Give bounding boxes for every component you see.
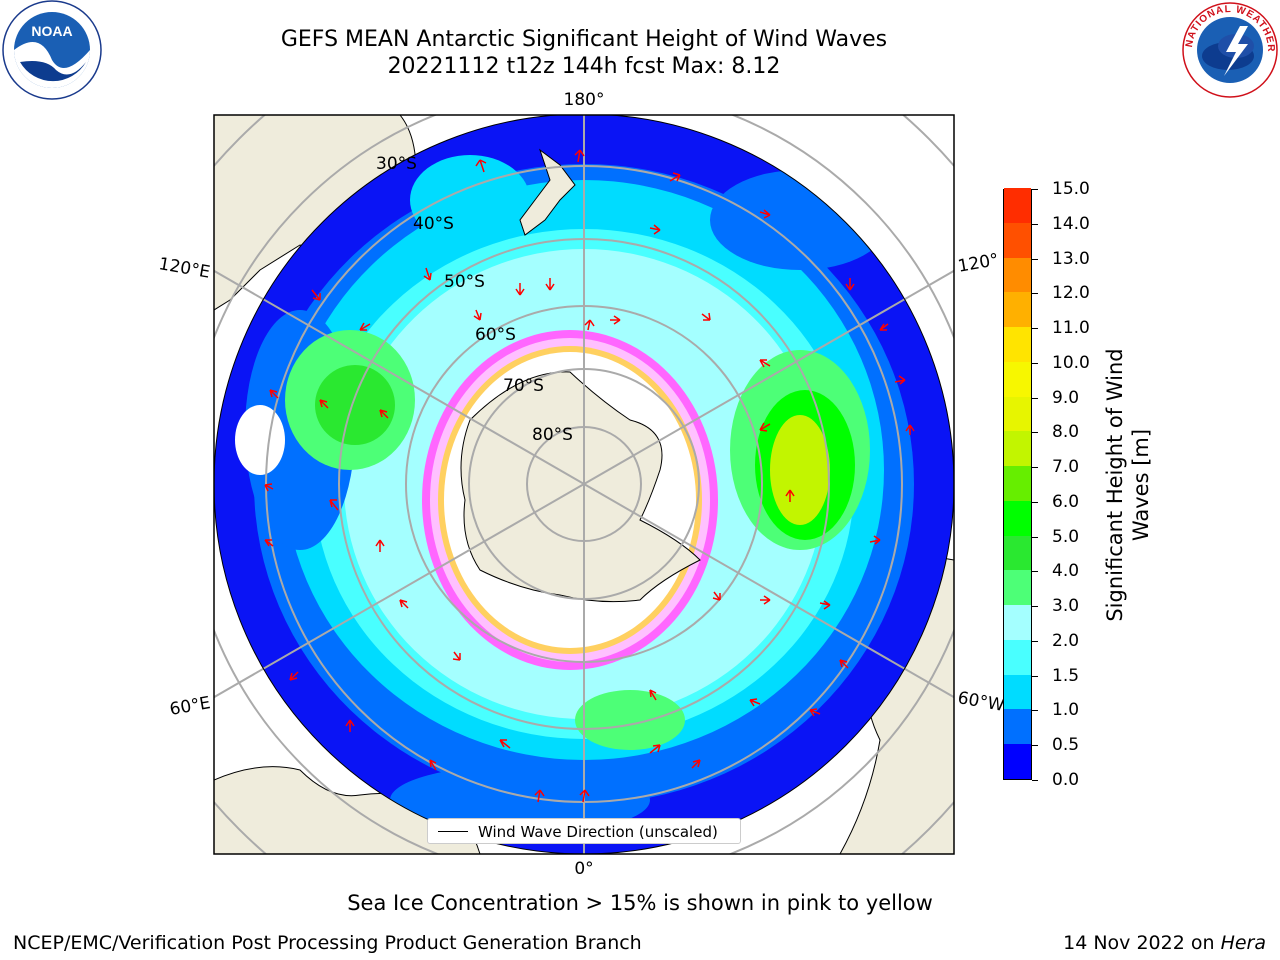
colorbar-tick-label: 10.0 (1052, 352, 1090, 373)
colorbar-label-line1: Significant Height of Wind (1103, 348, 1127, 622)
chart-subtitle: 20221112 t12z 144h fcst Max: 8.12 (387, 54, 781, 79)
lon-label-60w: 60°W (956, 688, 1006, 716)
colorbar-tick-mark (1032, 745, 1038, 747)
colorbar-tick-mark (1032, 606, 1038, 608)
noaa-logo: NOAA (2, 0, 102, 100)
colorbar-tick-mark (1032, 536, 1038, 538)
colorbar-segment (1004, 291, 1031, 328)
colorbar-tick-mark (1032, 223, 1038, 225)
lon-label-0: 0° (574, 859, 593, 879)
colorbar-segment (1004, 396, 1031, 432)
lat-label-60s: 60°S (475, 325, 516, 345)
colorbar-tick-label: 5.0 (1052, 526, 1080, 547)
colorbar-segment (1004, 361, 1031, 397)
colorbar-segment (1004, 326, 1031, 362)
colorbar-tick-mark (1032, 501, 1038, 503)
colorbar-segment (1004, 743, 1031, 779)
colorbar-segment (1004, 569, 1031, 606)
footer-host: Hera (1220, 932, 1266, 954)
land-new-zealand (519, 148, 576, 236)
footer-date: 14 Nov 2022 on Hera (1063, 932, 1266, 954)
lon-label-60e: 60°E (168, 693, 212, 720)
colorbar-tick-mark (1032, 293, 1038, 295)
graticule (214, 115, 954, 854)
colorbar-tick-label: 7.0 (1052, 457, 1080, 478)
colorbar-tick-label: 13.0 (1052, 248, 1090, 269)
colorbar-tick-mark (1032, 397, 1038, 399)
colorbar-tick-label: 6.0 (1052, 491, 1080, 512)
colorbar-tick-label: 14.0 (1052, 213, 1090, 234)
colorbar-tick-label: 11.0 (1052, 318, 1090, 339)
colorbar-tick-mark (1032, 675, 1038, 677)
nws-logo: NATIONAL WEATHER SERVICE (1178, 0, 1278, 98)
colorbar-tick-label: 8.0 (1052, 422, 1080, 443)
lat-label-50s: 50°S (444, 272, 485, 292)
colorbar-tick-mark (1032, 780, 1038, 781)
colorbar-segment (1004, 709, 1031, 745)
colorbar-tick-mark (1032, 189, 1038, 190)
chart-title: GEFS MEAN Antarctic Significant Height o… (280, 27, 888, 52)
wind-wave-arrows (264, 149, 915, 803)
footer-credit: NCEP/EMC/Verification Post Processing Pr… (13, 932, 642, 954)
colorbar-segment (1004, 674, 1031, 710)
colorbar-label: Significant Height of Wind Waves [m] (1102, 325, 1154, 645)
sea-ice-note: Sea Ice Concentration > 15% is shown in … (347, 891, 933, 915)
colorbar-tick-label: 0.0 (1052, 770, 1080, 790)
lat-label-70s: 70°S (503, 376, 544, 396)
colorbar-tick-label: 9.0 (1052, 387, 1080, 408)
legend-label: Wind Wave Direction (unscaled) (478, 823, 718, 841)
colorbar-tick-label: 12.0 (1052, 283, 1090, 304)
colorbar-tick-label: 15.0 (1052, 179, 1090, 199)
lon-label-180: 180° (564, 90, 605, 110)
colorbar-segment (1004, 222, 1031, 258)
colorbar-label-line2: Waves [m] (1129, 428, 1153, 542)
footer-date-text: 14 Nov 2022 on (1063, 932, 1221, 954)
colorbar-segment (1004, 500, 1031, 536)
lat-label-80s: 80°S (532, 425, 573, 445)
lat-label-30s: 30°S (376, 154, 417, 174)
colorbar-segment (1004, 465, 1031, 501)
colorbar-tick-mark (1032, 467, 1038, 469)
colorbar-tick-label: 0.5 (1052, 735, 1080, 756)
lat-label-40s: 40°S (413, 214, 454, 234)
colorbar-tick-mark (1032, 571, 1038, 573)
colorbar-tick-mark (1032, 640, 1038, 642)
colorbar-tick-label: 1.5 (1052, 665, 1080, 686)
colorbar-tick-mark (1032, 362, 1038, 364)
legend-line-sample (438, 831, 468, 832)
colorbar-tick-mark (1032, 710, 1038, 712)
colorbar-tick-label: 4.0 (1052, 561, 1080, 582)
colorbar-segment (1004, 604, 1031, 640)
colorbar-tick-label: 1.0 (1052, 700, 1080, 721)
colorbar-segment (1004, 430, 1031, 467)
colorbar-tick-mark (1032, 432, 1038, 434)
colorbar-segment (1004, 187, 1031, 223)
lon-label-120e: 120°E (157, 254, 211, 283)
colorbar-segment (1004, 535, 1031, 571)
colorbar-tick-label: 2.0 (1052, 630, 1080, 651)
colorbar-segment (1004, 257, 1031, 293)
map-legend: Wind Wave Direction (unscaled) (427, 818, 741, 844)
colorbar-tick-mark (1032, 258, 1038, 260)
colorbar-frame (1003, 187, 1032, 780)
noaa-logo-text: NOAA (31, 23, 72, 39)
colorbar-tick-mark (1032, 328, 1038, 330)
colorbar-tick-label: 3.0 (1052, 596, 1080, 617)
lon-label-120w: 120° (956, 250, 1000, 277)
colorbar-segment (1004, 639, 1031, 675)
